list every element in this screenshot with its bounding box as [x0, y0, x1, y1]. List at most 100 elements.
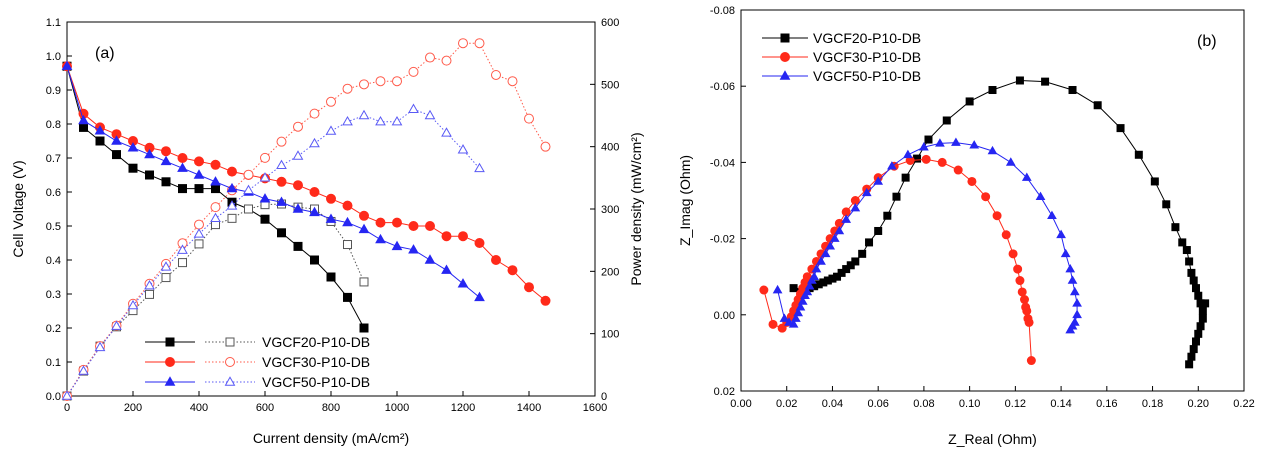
y-tick-label: 0.3 [46, 289, 61, 301]
data-point-0 [79, 122, 88, 132]
x-tick-label: 600 [256, 402, 274, 414]
data-point-5 [226, 200, 238, 210]
data-point-0 [260, 214, 270, 224]
data-point-3 [441, 55, 452, 66]
data-point-5 [391, 116, 403, 126]
data-point-2 [772, 284, 783, 294]
data-point-5 [292, 150, 304, 160]
legend-marker-solid [164, 376, 176, 386]
y-tick-label: 1.1 [46, 17, 61, 29]
data-point-3 [243, 169, 254, 180]
data-point-1 [967, 176, 977, 186]
y-right-tick-label: 300 [601, 204, 619, 216]
data-point-1 [777, 323, 787, 333]
data-point-0 [988, 86, 997, 95]
data-point-2 [524, 282, 534, 293]
data-point-2 [951, 137, 961, 146]
y-right-axis-title: Power density (mW/cm²) [628, 132, 644, 285]
data-point-4 [144, 148, 155, 159]
y-tick-label: 0.8 [46, 119, 61, 131]
data-point-2 [1067, 275, 1078, 284]
data-point-0 [1150, 177, 1159, 186]
data-point-5 [243, 184, 254, 194]
data-point-2 [804, 281, 815, 290]
data-point-2 [987, 145, 998, 155]
data-point-0 [277, 228, 286, 238]
data-point-1 [194, 239, 204, 249]
data-point-0 [211, 184, 220, 194]
data-point-5 [127, 299, 139, 310]
data-point-4 [276, 196, 287, 206]
data-point-1 [1022, 306, 1032, 316]
legend-marker-dotted [224, 376, 236, 386]
data-point-1 [1024, 317, 1034, 327]
data-point-0 [865, 238, 874, 247]
data-point-0 [128, 163, 138, 173]
data-point-0 [359, 323, 369, 333]
data-point-0 [1201, 299, 1210, 308]
y-tick-label: 0.00 [714, 310, 735, 322]
data-point-2 [210, 159, 221, 170]
data-point-4 [424, 254, 436, 264]
data-point-0 [1187, 268, 1196, 277]
data-point-1 [1015, 276, 1025, 286]
data-point-2 [309, 187, 320, 197]
data-point-4 [474, 291, 485, 302]
data-point-4 [325, 213, 337, 223]
legend-marker-dotted [225, 357, 235, 367]
data-point-4 [226, 182, 238, 193]
panel-b-label: (b) [1197, 33, 1217, 50]
data-point-0 [892, 192, 901, 201]
data-point-2 [784, 317, 794, 326]
x-tick-label: 0.22 [1233, 398, 1254, 410]
data-point-2 [1069, 286, 1080, 296]
data-point-0 [1068, 86, 1077, 95]
data-point-2 [408, 221, 419, 231]
data-point-0 [1198, 314, 1207, 323]
data-point-1 [768, 319, 778, 329]
data-point-0 [1182, 246, 1191, 255]
data-point-0 [1134, 150, 1143, 159]
data-point-0 [1189, 276, 1198, 285]
data-point-3 [210, 202, 221, 213]
data-point-0 [343, 292, 352, 302]
data-point-2 [1072, 298, 1082, 307]
x-axis-title: Current density (mA/cm²) [253, 430, 409, 446]
data-point-0 [1015, 76, 1024, 85]
data-point-1 [921, 154, 931, 164]
x-tick-label: 1400 [517, 402, 541, 414]
y-tick-label: 0.9 [46, 85, 61, 97]
y-right-tick-label: 500 [601, 79, 619, 91]
data-point-5 [325, 125, 337, 135]
series-line-4 [66, 66, 480, 298]
y-right-tick-label: 200 [601, 266, 619, 278]
y-right-tick-label: 400 [601, 142, 619, 154]
data-point-2 [177, 153, 188, 163]
legend-marker [779, 70, 791, 80]
x-tick-label: 0.14 [1050, 398, 1071, 410]
y-right-tick-label: 600 [601, 17, 619, 29]
series-line-5 [66, 108, 480, 397]
x-tick-label: 0.00 [730, 398, 751, 410]
data-point-1 [343, 240, 352, 250]
legend-label: VGCF20-P10-DB [262, 334, 370, 350]
y-tick-label: -0.08 [710, 5, 735, 17]
data-point-2 [1056, 229, 1066, 239]
x-tick-label: 1600 [583, 402, 607, 414]
data-point-2 [474, 238, 485, 248]
y-tick-label: 0.6 [46, 187, 61, 199]
data-point-0 [1185, 360, 1194, 369]
data-point-2 [1047, 210, 1057, 220]
data-point-5 [111, 320, 122, 330]
legend-marker [780, 33, 790, 43]
data-point-0 [1116, 124, 1125, 133]
data-point-0 [1189, 345, 1198, 354]
legend-label: VGCF50-P10-DB [813, 68, 921, 84]
data-point-2 [841, 214, 852, 223]
x-tick-label: 0.02 [776, 398, 797, 410]
x-tick-label: 0.12 [1005, 398, 1026, 410]
data-point-3 [392, 76, 402, 87]
data-point-2 [194, 156, 204, 167]
y-tick-label: 0.0 [46, 391, 61, 403]
